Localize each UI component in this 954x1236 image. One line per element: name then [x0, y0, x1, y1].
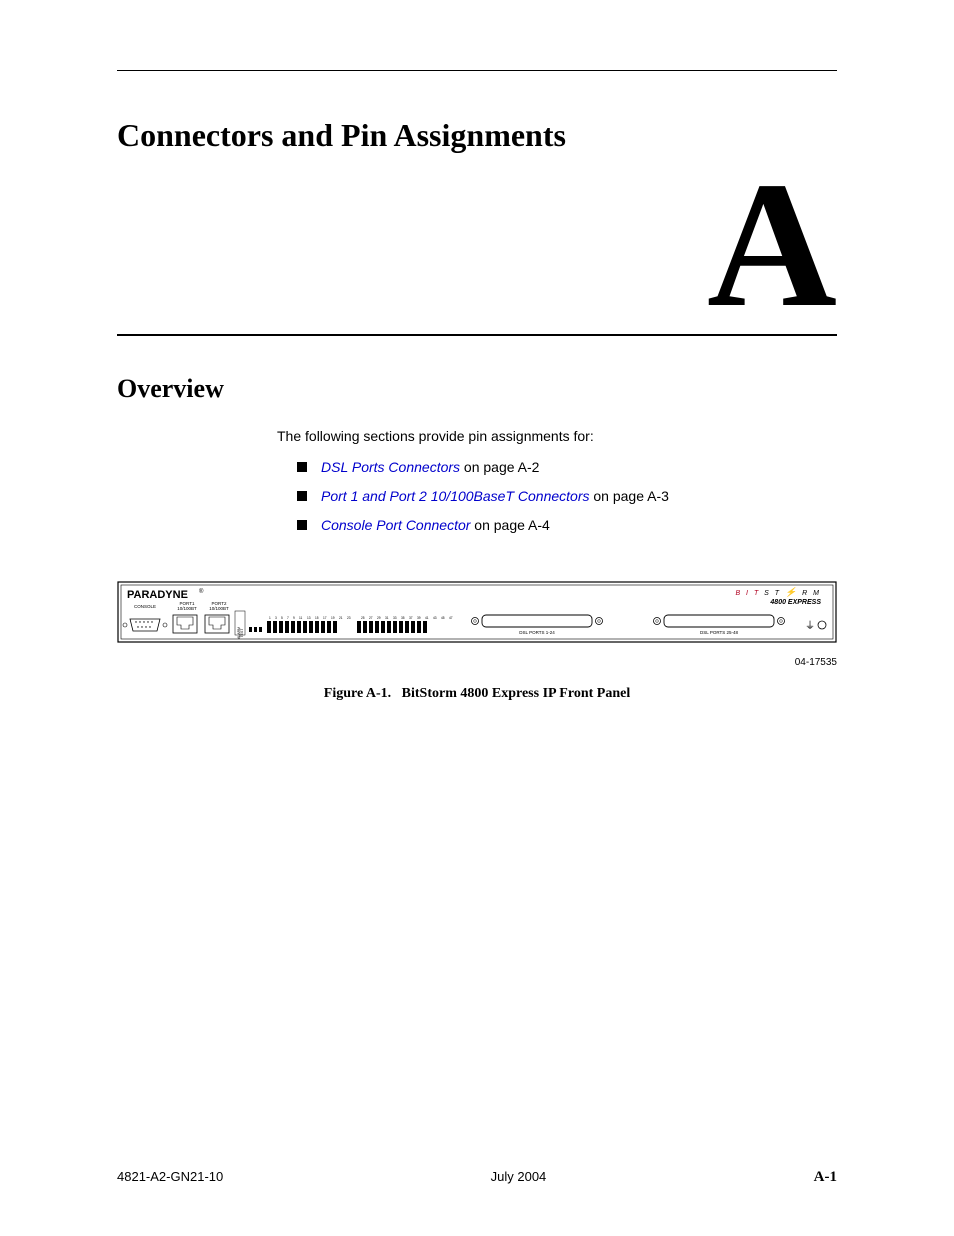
svg-text:3: 3	[275, 616, 277, 620]
list-item: Port 1 and Port 2 10/100BaseT Connectors…	[297, 487, 837, 504]
svg-text:CONSOLE: CONSOLE	[134, 604, 156, 609]
svg-text:27: 27	[369, 616, 373, 620]
led-bank-2	[357, 621, 427, 633]
bullet-icon	[297, 520, 307, 530]
svg-text:31: 31	[385, 616, 389, 620]
figure-caption: Figure A-1. BitStorm 4800 Express IP Fro…	[117, 686, 837, 702]
svg-text:DSL PORTS 1-24: DSL PORTS 1-24	[519, 630, 555, 635]
top-rule	[117, 70, 837, 71]
svg-text:4800 EXPRESS: 4800 EXPRESS	[769, 599, 821, 606]
bullet-list: DSL Ports Connectors on page A-2 Port 1 …	[297, 458, 837, 533]
svg-text:47: 47	[449, 616, 453, 620]
link-console-port[interactable]: Console Port Connector	[321, 517, 470, 533]
appendix-letter-wrap: A	[117, 164, 837, 326]
svg-text:®: ®	[199, 588, 204, 595]
svg-text:33: 33	[393, 616, 397, 620]
list-item: DSL Ports Connectors on page A-2	[297, 458, 837, 475]
footer-page-number: A-1	[814, 1169, 837, 1186]
figure-caption-label: Figure A-1.	[324, 686, 391, 701]
svg-text:37: 37	[409, 616, 413, 620]
link-suffix: on page A-4	[470, 517, 549, 533]
svg-text:43: 43	[433, 616, 437, 620]
svg-text:10/100BT: 10/100BT	[209, 606, 229, 611]
figure-id: 04-17535	[117, 657, 837, 668]
svg-text:DSL PORTS 25-48: DSL PORTS 25-48	[700, 630, 739, 635]
footer-date: July 2004	[491, 1169, 547, 1186]
section-heading: Overview	[117, 374, 837, 404]
svg-text:25: 25	[361, 616, 365, 620]
link-suffix: on page A-2	[460, 459, 539, 475]
brand-text: PARADYNE	[127, 589, 188, 601]
svg-text:7: 7	[287, 616, 289, 620]
link-dsl-ports[interactable]: DSL Ports Connectors	[321, 459, 460, 475]
link-port1-port2[interactable]: Port 1 and Port 2 10/100BaseT Connectors	[321, 488, 590, 504]
bullet-icon	[297, 491, 307, 501]
svg-text:39: 39	[417, 616, 421, 620]
footer-doc-number: 4821-A2-GN21-10	[117, 1169, 223, 1186]
svg-text:23: 23	[347, 616, 351, 620]
bullet-icon	[297, 462, 307, 472]
svg-text:1: 1	[269, 616, 271, 620]
svg-text:21: 21	[339, 616, 343, 620]
svg-text:9: 9	[293, 616, 295, 620]
page-footer: 4821-A2-GN21-10 July 2004 A-1	[117, 1169, 837, 1186]
svg-text:5: 5	[281, 616, 283, 620]
link-suffix: on page A-3	[590, 488, 669, 504]
front-panel-diagram: PARADYNE ® B I T S T ⚡ R M 4800 EXPRESS …	[117, 581, 837, 653]
status-leds	[249, 627, 262, 632]
intro-text: The following sections provide pin assig…	[277, 428, 837, 444]
svg-text:45: 45	[441, 616, 445, 620]
svg-text:41: 41	[425, 616, 429, 620]
svg-text:B I T S T ⚡ R M: B I T S T ⚡ R M	[735, 586, 821, 598]
list-item: Console Port Connector on page A-4	[297, 516, 837, 533]
svg-text:TEST: TEST	[240, 628, 244, 638]
led-bank-1	[267, 621, 337, 633]
appendix-letter: A	[707, 164, 837, 326]
svg-text:13: 13	[307, 616, 311, 620]
svg-text:17: 17	[323, 616, 327, 620]
figure-wrap: PARADYNE ® B I T S T ⚡ R M 4800 EXPRESS …	[117, 581, 837, 702]
svg-text:29: 29	[377, 616, 381, 620]
svg-text:10/100BT: 10/100BT	[177, 606, 197, 611]
svg-text:19: 19	[331, 616, 335, 620]
figure-caption-text: BitStorm 4800 Express IP Front Panel	[402, 686, 631, 701]
svg-text:35: 35	[401, 616, 405, 620]
svg-text:11: 11	[299, 616, 303, 620]
svg-text:⏚: ⏚	[805, 620, 815, 632]
svg-text:15: 15	[315, 616, 319, 620]
